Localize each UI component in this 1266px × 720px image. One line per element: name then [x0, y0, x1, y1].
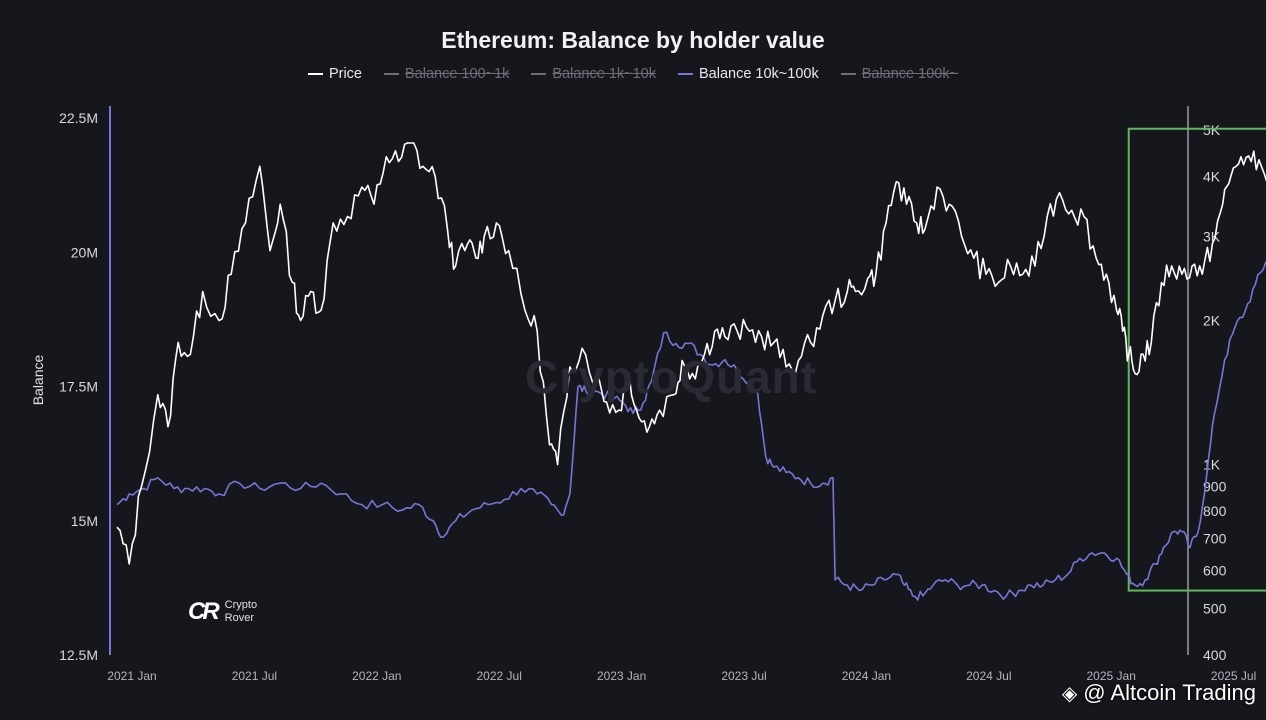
y-left-tick-label: 20M	[71, 244, 98, 260]
legend-swatch	[840, 73, 856, 75]
series-line-balance-10k-100k	[116, 260, 1266, 601]
chart-axes: 12.5M 15M 17.5M 20M 22.5M 400 500 600 700 800 900 1…	[30, 106, 1256, 683]
watermark: CryptoQuant	[525, 351, 818, 403]
x-tick-label: 2021 Jan	[107, 669, 156, 683]
credit-text: @ Altcoin Trading	[1083, 680, 1256, 705]
y-left-tick-label: 17.5M	[59, 379, 98, 395]
legend-label: Balance 10k~100k	[698, 66, 819, 82]
highlight-box	[1127, 127, 1266, 592]
series-layer	[116, 142, 1266, 601]
x-tick-label: 2023 Jul	[721, 669, 766, 683]
y-right-tick-label: 400	[1203, 647, 1227, 663]
y-right-tick-label: 3K	[1203, 228, 1221, 244]
y-right-tick-label: 5K	[1203, 122, 1221, 138]
x-tick-label: 2021 Jul	[232, 669, 277, 683]
legend-label: Balance 1k~10k	[552, 66, 656, 82]
y-left-tick-label: 15M	[71, 513, 98, 529]
crypto-rover-logo: CR Crypto Rover	[188, 598, 257, 626]
legend-swatch	[307, 73, 323, 75]
credit: ◈ @ Altcoin Trading	[1062, 680, 1256, 706]
x-tick-label: 2022 Jul	[477, 669, 522, 683]
legend-swatch	[677, 73, 693, 75]
y-right-tick-label: 900	[1203, 478, 1227, 494]
y-right-tick-label: 700	[1203, 531, 1227, 547]
legend-item-3[interactable]: Balance 10k~100k	[677, 66, 819, 82]
y-right-tick-label: 1K	[1203, 457, 1221, 473]
legend-label: Balance 100~1k	[404, 66, 510, 82]
x-tick-label: 2024 Jan	[842, 669, 891, 683]
y-right-tick-label: 4K	[1203, 168, 1221, 184]
y-axis-title: Balance	[30, 354, 46, 405]
y-right-tick-label: 800	[1203, 503, 1227, 519]
logo-line-1: Crypto	[224, 599, 258, 611]
y-left-tick-label: 12.5M	[59, 647, 98, 663]
x-tick-label: 2023 Jan	[597, 669, 646, 683]
highlight-layer	[1127, 127, 1266, 592]
logo-mark: CR	[188, 598, 220, 625]
series-line-price	[116, 142, 1266, 565]
x-tick-label: 2022 Jan	[352, 669, 401, 683]
legend-item-4[interactable]: Balance 100k~	[840, 66, 959, 82]
y-right-tick-label: 500	[1203, 601, 1227, 617]
binance-square-icon: ◈	[1061, 682, 1078, 705]
y-left-tick-label: 22.5M	[59, 110, 98, 126]
logo-text: Crypto Rover	[225, 599, 257, 625]
legend: Price Balance 100~1k Balance 1k~10k Balance…	[0, 66, 1266, 82]
x-tick-label: 2025 Jan	[1087, 669, 1136, 683]
legend-label: Price	[328, 66, 362, 82]
y-right-tick-label: 600	[1203, 563, 1227, 579]
logo-line-2: Rover	[224, 612, 255, 624]
chart-title: Ethereum: Balance by holder value	[441, 27, 825, 53]
x-tick-label: 2025 Jul	[1211, 669, 1256, 683]
x-tick-label: 2024 Jul	[966, 669, 1011, 683]
legend-item-2[interactable]: Balance 1k~10k	[531, 66, 656, 82]
legend-item-1[interactable]: Balance 100~1k	[383, 66, 510, 82]
legend-label: Balance 100k~	[861, 66, 959, 82]
legend-swatch	[531, 73, 547, 75]
legend-swatch	[383, 73, 399, 75]
legend-item-0[interactable]: Price	[307, 66, 362, 82]
y-right-tick-label: 2K	[1203, 313, 1221, 329]
